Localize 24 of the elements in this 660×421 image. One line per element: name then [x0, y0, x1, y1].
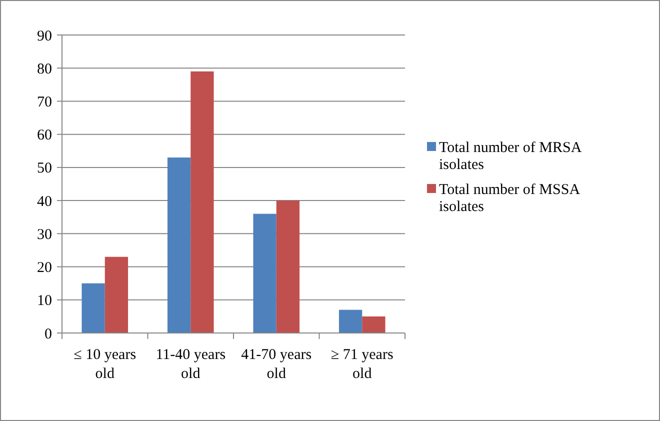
y-tick-label: 80: [37, 61, 52, 78]
y-tick-label: 50: [37, 160, 52, 177]
bar: [104, 256, 128, 333]
x-tick-label: 41-70 years old: [241, 347, 312, 382]
x-tick-label: ≤ 10 years old: [74, 347, 136, 382]
bar: [82, 283, 105, 333]
bar: [167, 158, 191, 333]
legend-label: Total number of MRSA isolates: [439, 140, 582, 173]
x-tick-label: ≥ 71 years old: [330, 347, 394, 382]
x-tick-label: 11-40 years old: [156, 347, 226, 382]
y-tick-label: 0: [44, 326, 52, 342]
bar: [190, 71, 214, 333]
bar: [253, 214, 276, 333]
y-tick-label: 30: [37, 226, 52, 243]
y-tick-label: 70: [37, 94, 52, 110]
y-tick-label: 90: [37, 28, 52, 44]
y-tick-label: 10: [37, 293, 52, 310]
y-tick-label: 60: [37, 128, 52, 144]
bar: [276, 200, 300, 333]
bar: [362, 316, 386, 333]
legend-label: Total number of MSSA isolates: [439, 182, 580, 215]
y-tick-label: 20: [37, 260, 52, 276]
y-tick-label: 40: [37, 194, 52, 210]
bar: [338, 310, 362, 333]
